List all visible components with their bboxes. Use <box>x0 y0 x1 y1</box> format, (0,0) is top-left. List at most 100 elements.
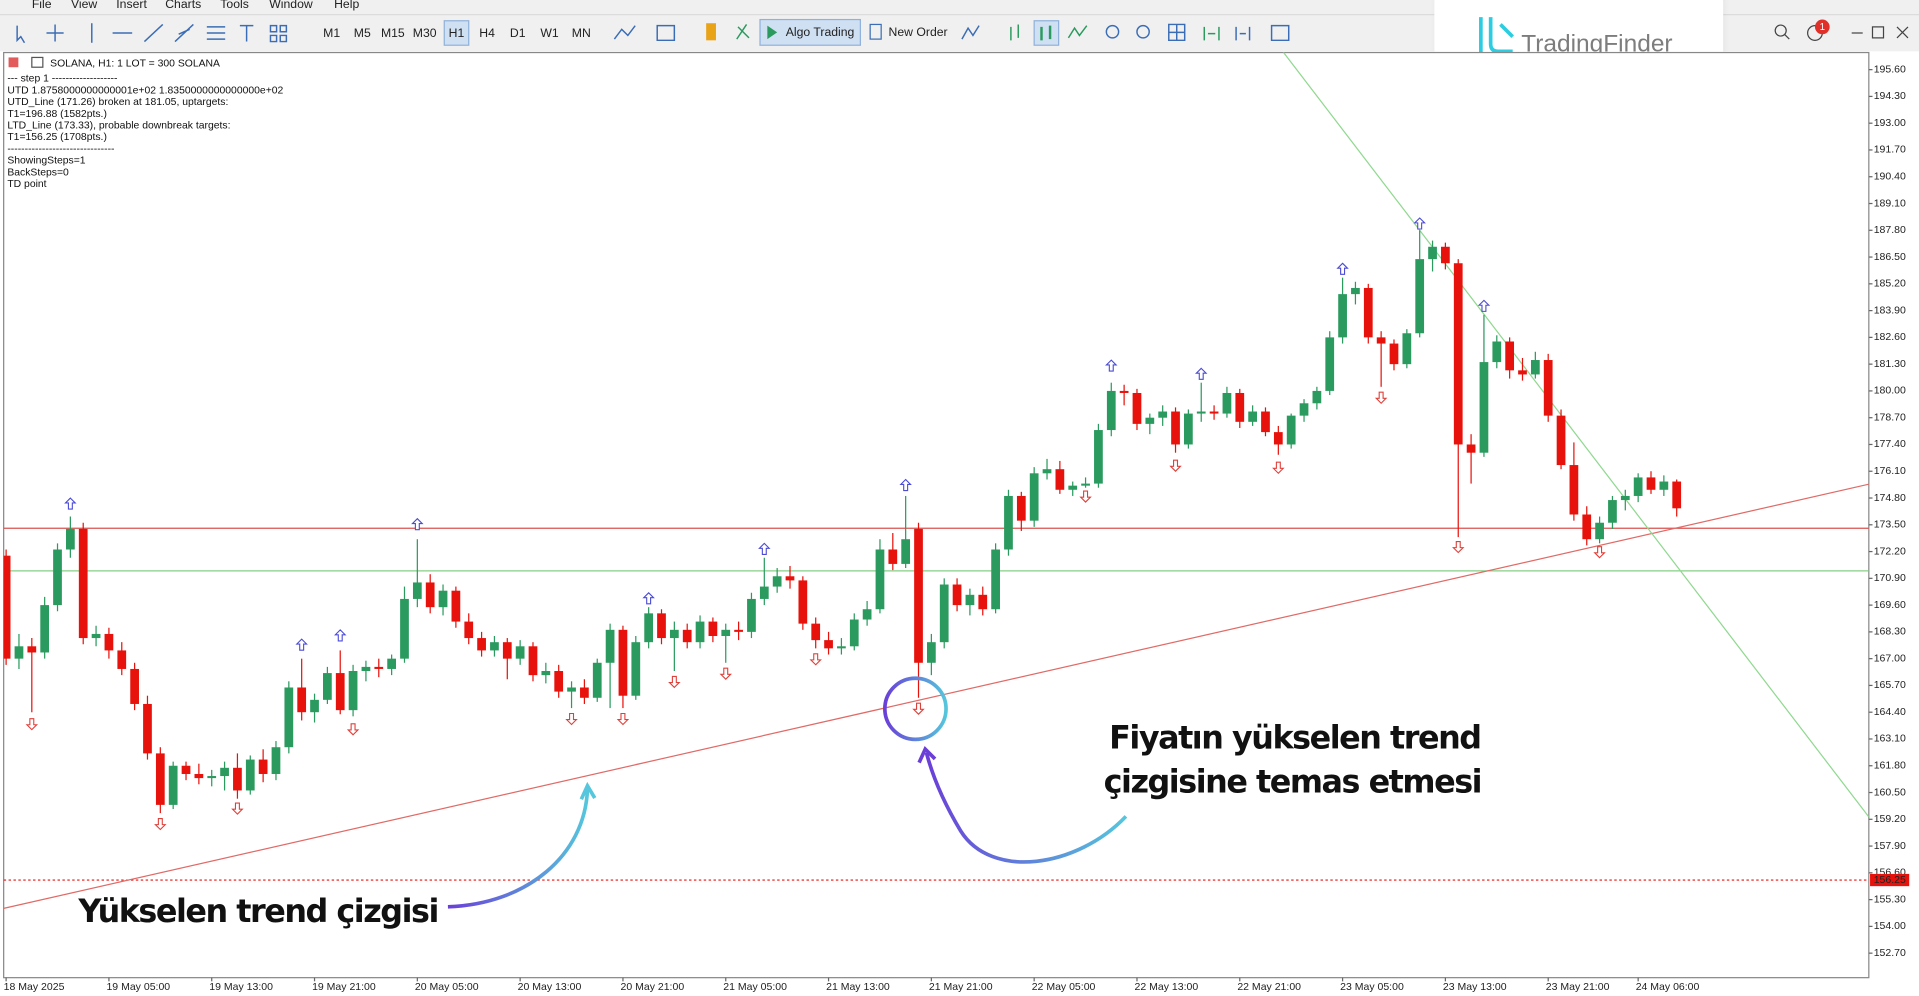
timeframe-button[interactable]: H4 <box>479 26 495 40</box>
autoscroll-icon[interactable] <box>1203 26 1220 41</box>
zoom-out-icon[interactable] <box>1136 24 1150 39</box>
candle-body <box>323 673 332 700</box>
restore-button[interactable] <box>1871 26 1885 39</box>
up-arrow <box>334 629 347 642</box>
x-tick-label: 20 May 21:00 <box>620 981 684 993</box>
up-arrow <box>64 497 77 510</box>
channel-icon[interactable] <box>174 23 194 43</box>
y-tick-label: 174.80 <box>1874 492 1906 504</box>
zoom-in-icon[interactable] <box>1105 24 1120 39</box>
timeframe-button[interactable]: MN <box>572 26 591 40</box>
menu-bar: File View Insert Charts Tools Window Help <box>32 0 360 11</box>
algo-trading-label[interactable]: Algo Trading <box>786 25 855 39</box>
menu-item[interactable]: View <box>71 0 97 11</box>
x-tick-label: 22 May 21:00 <box>1237 981 1301 993</box>
candle-body <box>155 753 165 805</box>
timeframe-button[interactable]: W1 <box>540 26 559 40</box>
timeframe-button[interactable]: D1 <box>510 26 526 40</box>
candle-body <box>1453 263 1463 445</box>
down-arrow <box>25 718 39 731</box>
x-tick-label: 21 May 05:00 <box>723 981 787 993</box>
info-line: UTD_Line (171.26) broken at 181.05, upta… <box>7 97 228 108</box>
candles-icon <box>1040 25 1052 41</box>
candle-body <box>914 528 923 663</box>
timeframe-button[interactable]: M15 <box>381 26 405 40</box>
new-order-label[interactable]: New Order <box>889 25 948 39</box>
candle-body <box>1171 411 1180 445</box>
trade-icon[interactable] <box>736 24 750 40</box>
candle-body <box>824 640 833 649</box>
x-tick-label: 21 May 13:00 <box>826 981 890 993</box>
candle-body <box>477 638 486 651</box>
trendline-icon[interactable] <box>143 23 164 43</box>
info-line: --- step 1 ------------------- <box>7 74 117 85</box>
candle-body <box>1633 477 1643 496</box>
candle-body <box>1273 432 1283 445</box>
line-chart-icon[interactable] <box>1067 25 1088 39</box>
down-arrow <box>616 712 630 726</box>
crosshair-icon[interactable] <box>46 24 64 42</box>
search-icon[interactable] <box>1774 24 1787 37</box>
y-tick-label: 180.00 <box>1874 385 1906 397</box>
candle-body <box>1415 259 1425 334</box>
timeframe-button[interactable]: M30 <box>413 26 437 40</box>
indicators-icon[interactable] <box>961 25 980 40</box>
cursor-icon[interactable] <box>16 25 26 44</box>
candle-body <box>245 759 255 791</box>
x-tick-label: 22 May 05:00 <box>1032 981 1096 993</box>
candle-body <box>901 539 911 564</box>
down-arrow <box>1272 461 1285 475</box>
menu-item[interactable]: Help <box>334 0 359 11</box>
grid-icon[interactable] <box>1168 23 1186 42</box>
close-button[interactable] <box>1896 26 1909 39</box>
text-icon[interactable] <box>239 24 254 42</box>
chart-type-icon[interactable] <box>613 25 636 40</box>
candle-body <box>1672 481 1682 509</box>
y-tick-label: 159.20 <box>1874 813 1906 825</box>
screenshot-icon[interactable] <box>1270 24 1290 42</box>
candle-body <box>952 584 962 606</box>
candle-body <box>181 765 191 774</box>
timeframe-button[interactable]: M1 <box>323 26 340 40</box>
down-arrow <box>1452 540 1465 554</box>
candle-body <box>515 646 525 659</box>
up-arrow <box>758 542 771 555</box>
touch-arrow <box>924 752 1128 864</box>
down-arrow <box>719 667 732 680</box>
candle-body <box>644 613 654 643</box>
template-icon[interactable] <box>656 24 676 42</box>
menu-item[interactable]: File <box>32 0 52 11</box>
up-arrow <box>411 517 424 531</box>
bar-chart-icon[interactable] <box>1010 24 1019 41</box>
y-tick-label: 156.60 <box>1874 867 1906 879</box>
down-arrow <box>912 702 925 715</box>
candle-body <box>528 646 538 676</box>
x-tick-label: 19 May 05:00 <box>106 981 170 993</box>
y-tick-label: 191.70 <box>1874 144 1906 156</box>
y-tick-label: 186.50 <box>1874 251 1906 263</box>
menu-item[interactable]: Insert <box>116 0 147 11</box>
menu-item[interactable]: Charts <box>165 0 201 11</box>
candles-button[interactable] <box>1033 20 1060 46</box>
menu-item[interactable]: Window <box>269 0 313 11</box>
search-handle <box>1783 33 1790 40</box>
y-tick-label: 164.40 <box>1874 706 1906 718</box>
down-arrow <box>231 802 244 815</box>
fibo-icon[interactable] <box>206 26 226 40</box>
timeframe-button[interactable]: M5 <box>354 26 371 40</box>
shift-icon[interactable] <box>1235 26 1251 41</box>
info-line: UTD 1.8758000000000001e+02 1.83500000000… <box>7 85 283 96</box>
candle-body <box>1312 390 1322 404</box>
timeframe-button[interactable]: H1 <box>449 26 465 40</box>
shapes-icon[interactable] <box>269 24 288 43</box>
candle-body <box>1132 392 1142 424</box>
up-arrow <box>1195 367 1208 380</box>
candle-body <box>1196 411 1206 414</box>
candle-body <box>284 687 294 748</box>
trendline-annotation: Yükselen trend çizgisi <box>77 893 438 930</box>
coin-icon[interactable] <box>706 23 716 41</box>
candle-body <box>143 703 152 754</box>
candle-body <box>1582 514 1592 540</box>
menu-item[interactable]: Tools <box>220 0 249 11</box>
